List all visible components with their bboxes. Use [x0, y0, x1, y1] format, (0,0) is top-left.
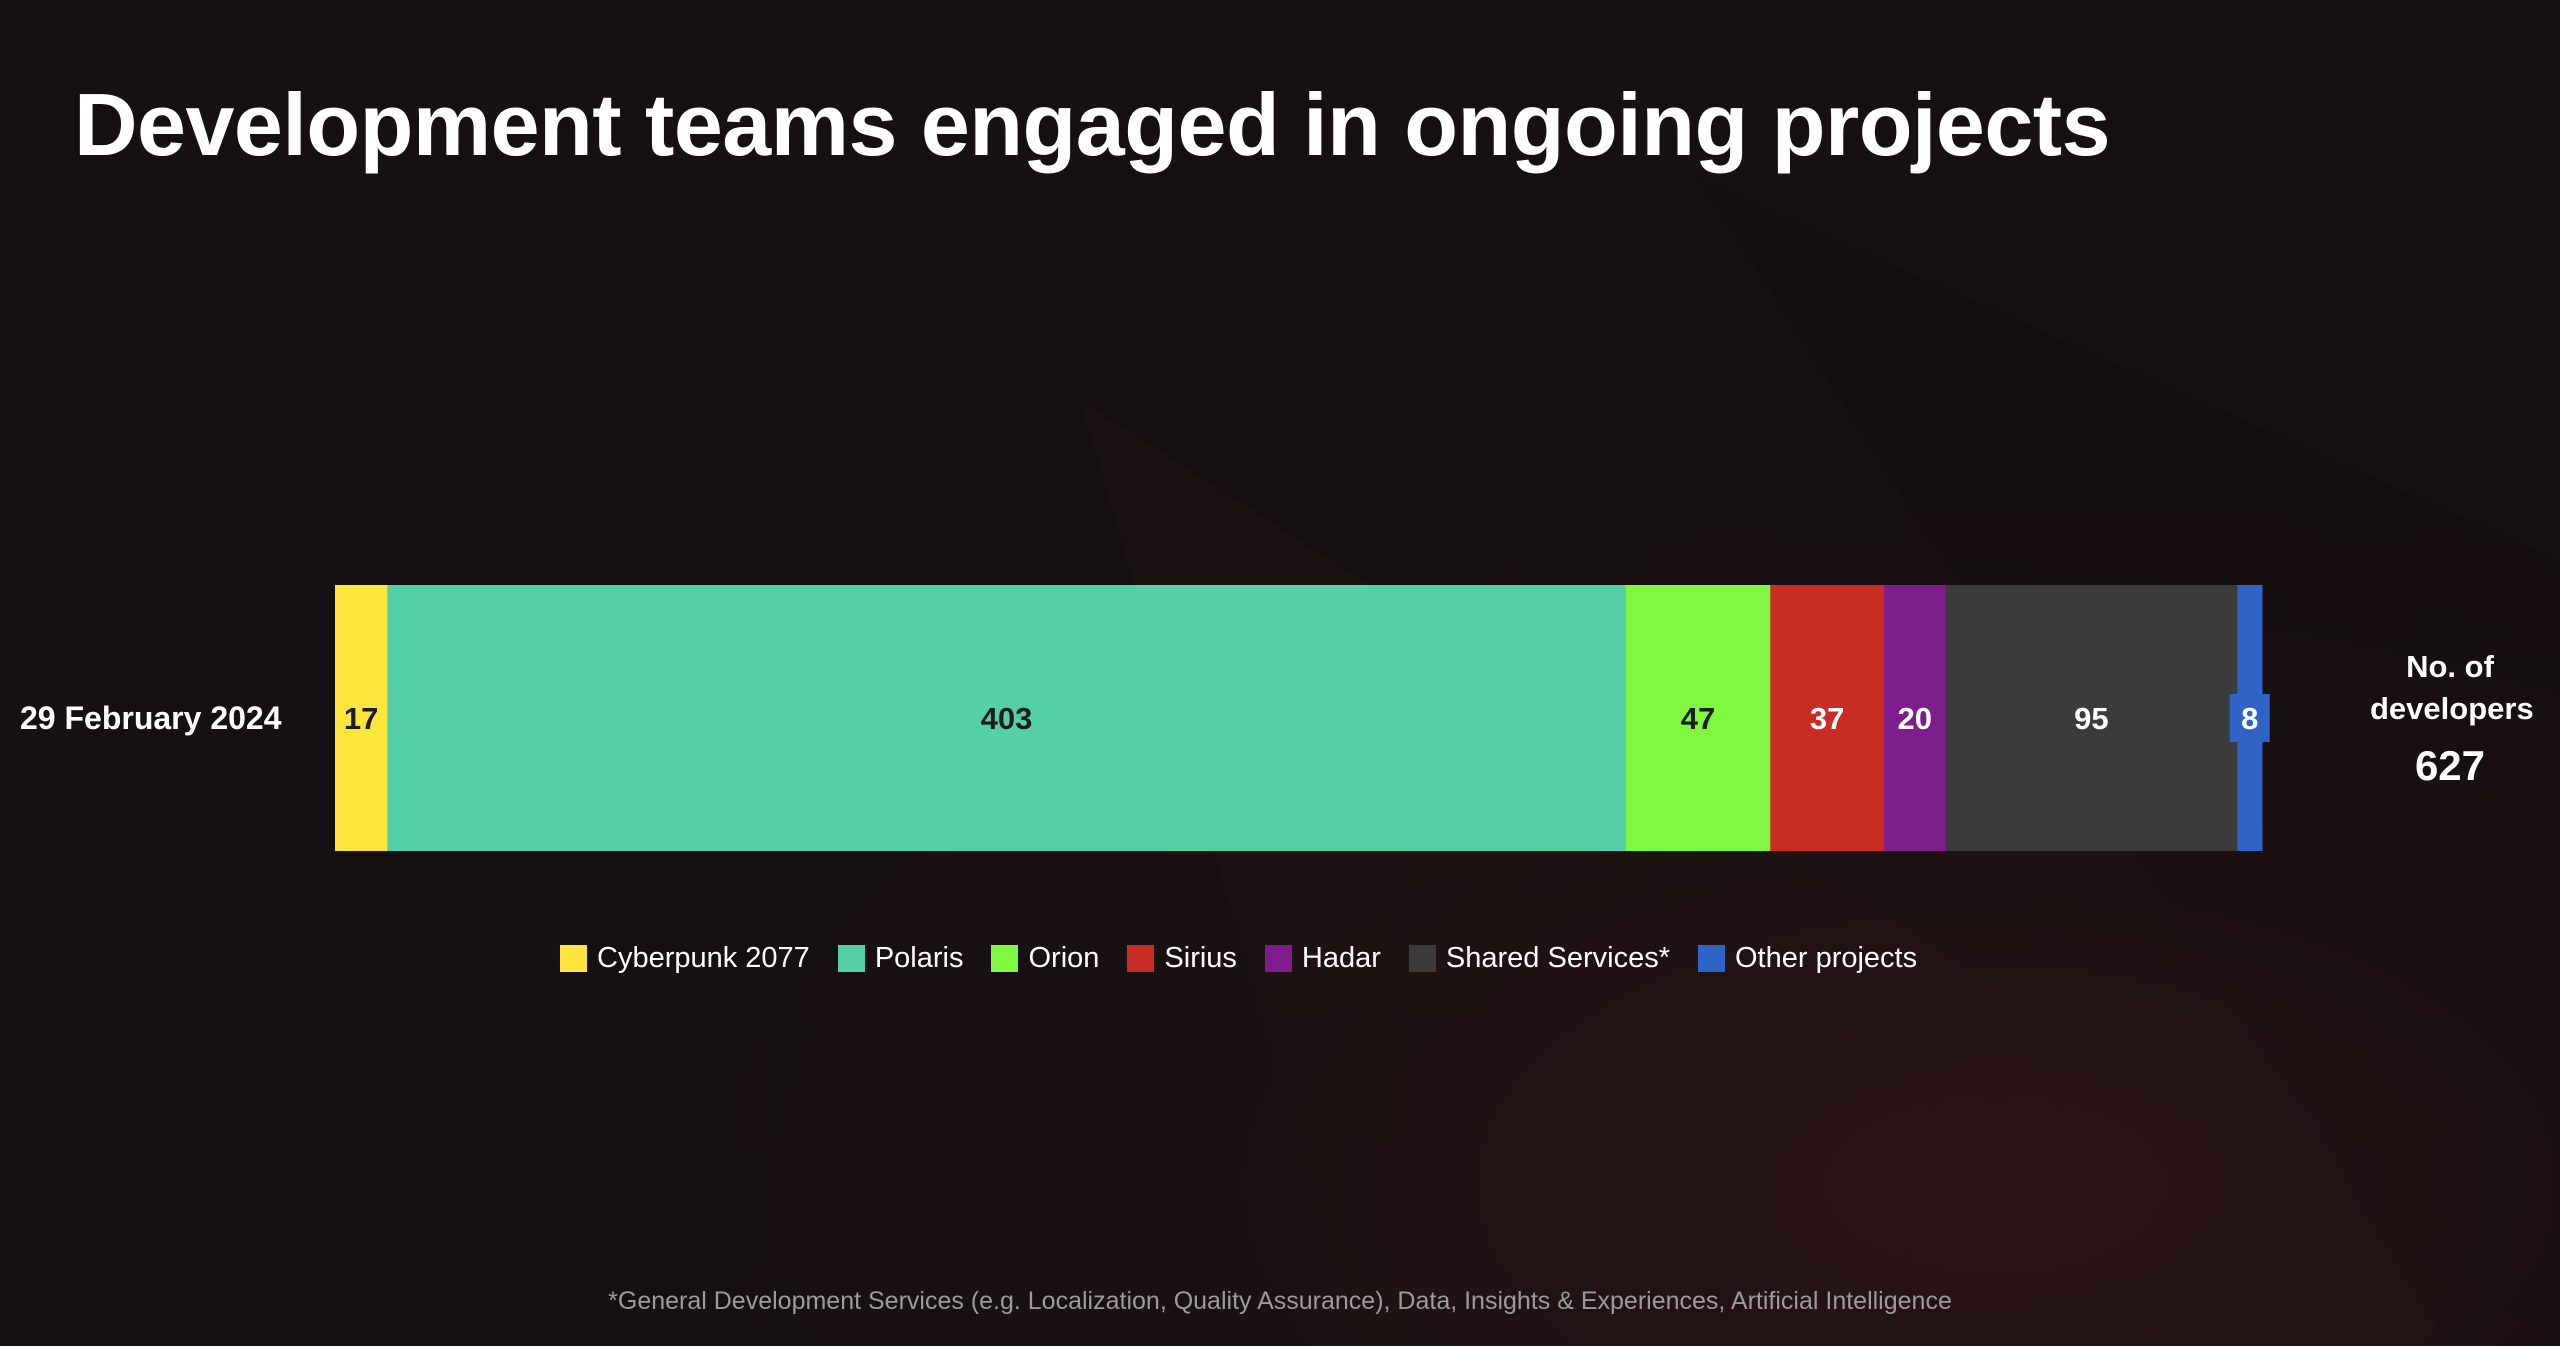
legend-item-hadar: Hadar [1264, 938, 1381, 978]
legend-item-other-projects: Other projects [1697, 938, 1918, 978]
total-value: 627 [2414, 742, 2486, 789]
legend-item-polaris: Polaris [837, 938, 964, 978]
bar-segment-hadar [1883, 585, 1946, 851]
legend-swatch [1127, 944, 1155, 972]
footnote: *General Development Services (e.g. Loca… [608, 1287, 1952, 1315]
legend-swatch [1408, 944, 1436, 972]
legend-swatch [560, 944, 587, 972]
bar-segment-shared-services [1945, 585, 2238, 851]
bar-segment-cyberpunk-2077 [335, 585, 388, 851]
bar-segment-orion [1625, 585, 1771, 851]
bar-label-tab-other-projects [2229, 694, 2270, 742]
legend-item-sirius: Sirius [1127, 938, 1237, 978]
data-label-orion: 47 [1681, 701, 1715, 736]
legend-label: Polaris [874, 942, 964, 974]
legend-swatch [991, 944, 1019, 972]
legend-label: Sirius [1164, 942, 1237, 974]
data-label-polaris: 403 [981, 701, 1033, 736]
page-title: Development teams engaged in ongoing pro… [74, 75, 2111, 174]
data-label-sirius: 37 [1810, 701, 1844, 736]
data-label-hadar: 20 [1897, 701, 1931, 736]
bar-segment-polaris [387, 585, 1627, 851]
bar-segment-sirius [1770, 585, 1885, 851]
legend-swatch [837, 944, 865, 972]
chart-legend: Cyberpunk 2077 Polaris Orion Sirius Hadar Sha… [560, 938, 1917, 978]
data-label-shared-services: 95 [2074, 701, 2108, 736]
bar-category-label: 29 February 2024 [20, 700, 282, 736]
legend-item-orion: Orion [991, 938, 1099, 978]
legend-label: Hadar [1301, 942, 1381, 974]
legend-swatch [1697, 944, 1725, 972]
legend-label: Shared Services* [1445, 942, 1670, 974]
legend-item-shared-services: Shared Services* [1408, 938, 1670, 978]
legend-label: Orion [1028, 942, 1100, 974]
legend-swatch [1264, 944, 1292, 972]
total-label: No. of developers [2370, 649, 2534, 726]
legend-label: Cyberpunk 2077 [597, 942, 810, 974]
data-label-cyberpunk-2077: 17 [344, 701, 378, 736]
total-block: No. of developers 627 [2340, 646, 2560, 796]
legend-item-cyberpunk-2077: Cyberpunk 2077 [560, 938, 810, 978]
legend-label: Other projects [1734, 942, 1918, 974]
data-label-other-projects: 8 [2241, 701, 2258, 736]
